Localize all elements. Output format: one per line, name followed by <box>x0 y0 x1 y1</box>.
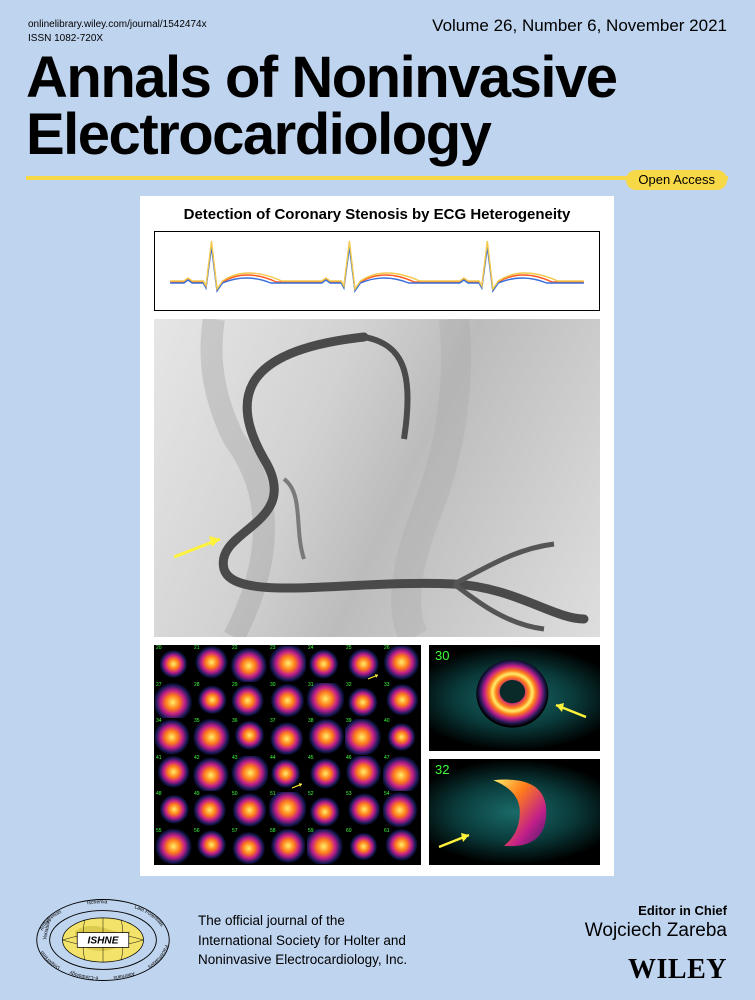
figure-title: Detection of Coronary Stenosis by ECG He… <box>154 206 600 223</box>
scan-thumbnail: 31 <box>307 683 344 719</box>
open-access-badge: Open Access <box>626 170 727 190</box>
scan-thumbnail: 60 <box>345 829 382 865</box>
scan-thumbnail: 49 <box>193 792 230 828</box>
scan-label-bottom: 32 <box>435 762 449 777</box>
scan-thumbnail: 41 <box>155 756 192 792</box>
scan-thumbnail: 22 <box>231 646 268 682</box>
perfusion-large-bottom: 32 <box>429 759 600 865</box>
perfusion-scan-grid: 20212223242526 27282930313233 343536373839… <box>154 645 421 865</box>
angiogram-panel <box>154 319 600 637</box>
scan-thumbnail: 28 <box>193 683 230 719</box>
scan-thumbnail: 44 <box>269 756 306 792</box>
ecg-svg <box>155 232 599 310</box>
editor-label: Editor in Chief <box>585 903 727 918</box>
title-underline <box>26 176 728 180</box>
official-line: International Society for Holter and <box>198 931 407 951</box>
scan-thumbnail: 30 <box>269 683 306 719</box>
scan-thumbnail: 45 <box>307 756 344 792</box>
ishne-logo-svg: ISHNE Arrhythmias Ischemia Late Potentia… <box>28 894 178 986</box>
scan-thumbnail: 61 <box>383 829 420 865</box>
scan-thumbnail: 50 <box>231 792 268 828</box>
scan-thumbnail: 37 <box>269 719 306 755</box>
scan-thumbnail: 33 <box>383 683 420 719</box>
scan-arrow-icon <box>437 831 477 851</box>
official-journal-text: The official journal of the Internationa… <box>198 911 407 970</box>
editor-block: Editor in Chief Wojciech Zareba <box>585 903 727 942</box>
scan-thumbnail: 51 <box>269 792 306 828</box>
scan-thumbnail: 57 <box>231 829 268 865</box>
scan-thumbnail: 52 <box>307 792 344 828</box>
journal-issn: ISSN 1082-720X <box>28 32 207 46</box>
scan-thumbnail: 43 <box>231 756 268 792</box>
scan-thumbnail: 40 <box>383 719 420 755</box>
scan-thumbnail: 55 <box>155 829 192 865</box>
scan-thumbnail: 54 <box>383 792 420 828</box>
scan-thumbnail: 38 <box>307 719 344 755</box>
perfusion-large-column: 30 <box>429 645 600 865</box>
volume-info: Volume 26, Number 6, November 2021 <box>432 16 727 36</box>
scan-thumbnail: 39 <box>345 719 382 755</box>
scan-thumbnail: 53 <box>345 792 382 828</box>
scan-arrow-icon <box>548 701 588 721</box>
scan-thumbnail: 24 <box>307 646 344 682</box>
editor-name: Wojciech Zareba <box>585 920 727 942</box>
cover-figure: Detection of Coronary Stenosis by ECG He… <box>140 196 614 876</box>
journal-title: Annals of Noninvasive Electrocardiology <box>26 50 617 164</box>
society-logo: ISHNE Arrhythmias Ischemia Late Potentia… <box>28 894 178 986</box>
journal-title-line2: Electrocardiology <box>26 107 617 164</box>
scan-thumbnail: 58 <box>269 829 306 865</box>
official-line: Noninvasive Electrocardiology, Inc. <box>198 950 407 970</box>
scan-thumbnail: 29 <box>231 683 268 719</box>
perfusion-donut-icon <box>429 645 600 751</box>
scan-thumbnail: 36 <box>231 719 268 755</box>
scan-thumbnail: 27 <box>155 683 192 719</box>
scan-thumbnail: 34 <box>155 719 192 755</box>
scan-thumbnail: 56 <box>193 829 230 865</box>
ecg-panel <box>154 231 600 311</box>
scan-label-top: 30 <box>435 648 449 663</box>
scan-thumbnail: 20 <box>155 646 192 682</box>
scan-thumbnail: 42 <box>193 756 230 792</box>
header-meta: onlinelibrary.wiley.com/journal/1542474x… <box>28 18 207 46</box>
scan-thumbnail: 25 <box>345 646 382 682</box>
scan-thumbnail: 46 <box>345 756 382 792</box>
scan-thumbnail: 48 <box>155 792 192 828</box>
angiogram-svg <box>154 319 600 637</box>
scan-thumbnail: 47 <box>383 756 420 792</box>
journal-title-line1: Annals of Noninvasive <box>26 50 617 107</box>
scan-thumbnail: 23 <box>269 646 306 682</box>
scan-thumbnail: 32 <box>345 683 382 719</box>
publisher-logo: WILEY <box>628 954 727 986</box>
scan-thumbnail: 21 <box>193 646 230 682</box>
journal-url: onlinelibrary.wiley.com/journal/1542474x <box>28 18 207 32</box>
scan-thumbnail: 35 <box>193 719 230 755</box>
logo-acronym: ISHNE <box>88 936 119 947</box>
perfusion-large-top: 30 <box>429 645 600 751</box>
perfusion-scan-row: 2021222324252627282930313233343536373839… <box>154 645 600 865</box>
scan-thumbnail: 26 <box>383 646 420 682</box>
scan-thumbnail: 59 <box>307 829 344 865</box>
official-line: The official journal of the <box>198 911 407 931</box>
stenosis-arrow-icon <box>174 536 220 557</box>
svg-text:Variability: Variability <box>42 918 52 941</box>
